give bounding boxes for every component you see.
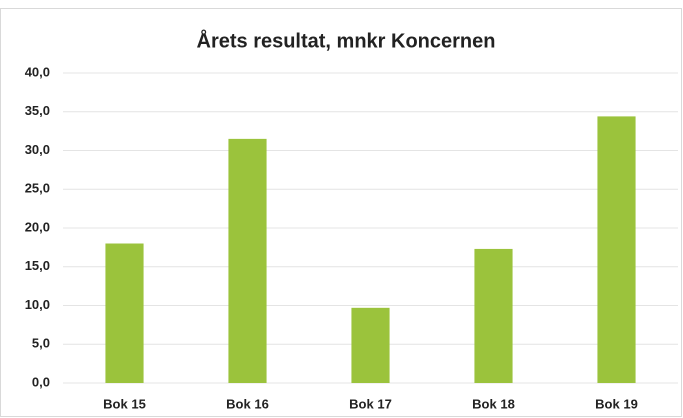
y-tick-label: 25,0 [25,181,50,196]
bar [597,116,636,384]
bar [474,248,513,383]
x-tick-label: Bok 18 [472,396,515,411]
chart-frame [0,8,682,417]
y-tick-label: 20,0 [25,219,50,234]
bar [351,307,390,383]
y-tick-label: 15,0 [25,258,50,273]
y-tick-label: 10,0 [25,297,50,312]
y-tick-label: 40,0 [25,64,50,79]
x-tick-label: Bok 15 [103,396,146,411]
x-tick-label: Bok 17 [349,396,392,411]
x-tick-label: Bok 16 [226,396,269,411]
y-tick-label: 30,0 [25,142,50,157]
x-tick-label: Bok 19 [595,396,638,411]
bar [105,243,144,383]
y-tick-label: 35,0 [25,103,50,118]
bar [228,138,267,383]
y-tick-label: 5,0 [32,336,50,351]
y-tick-label: 0,0 [32,374,50,389]
chart-title: Årets resultat, mnkr Koncernen [197,28,496,52]
